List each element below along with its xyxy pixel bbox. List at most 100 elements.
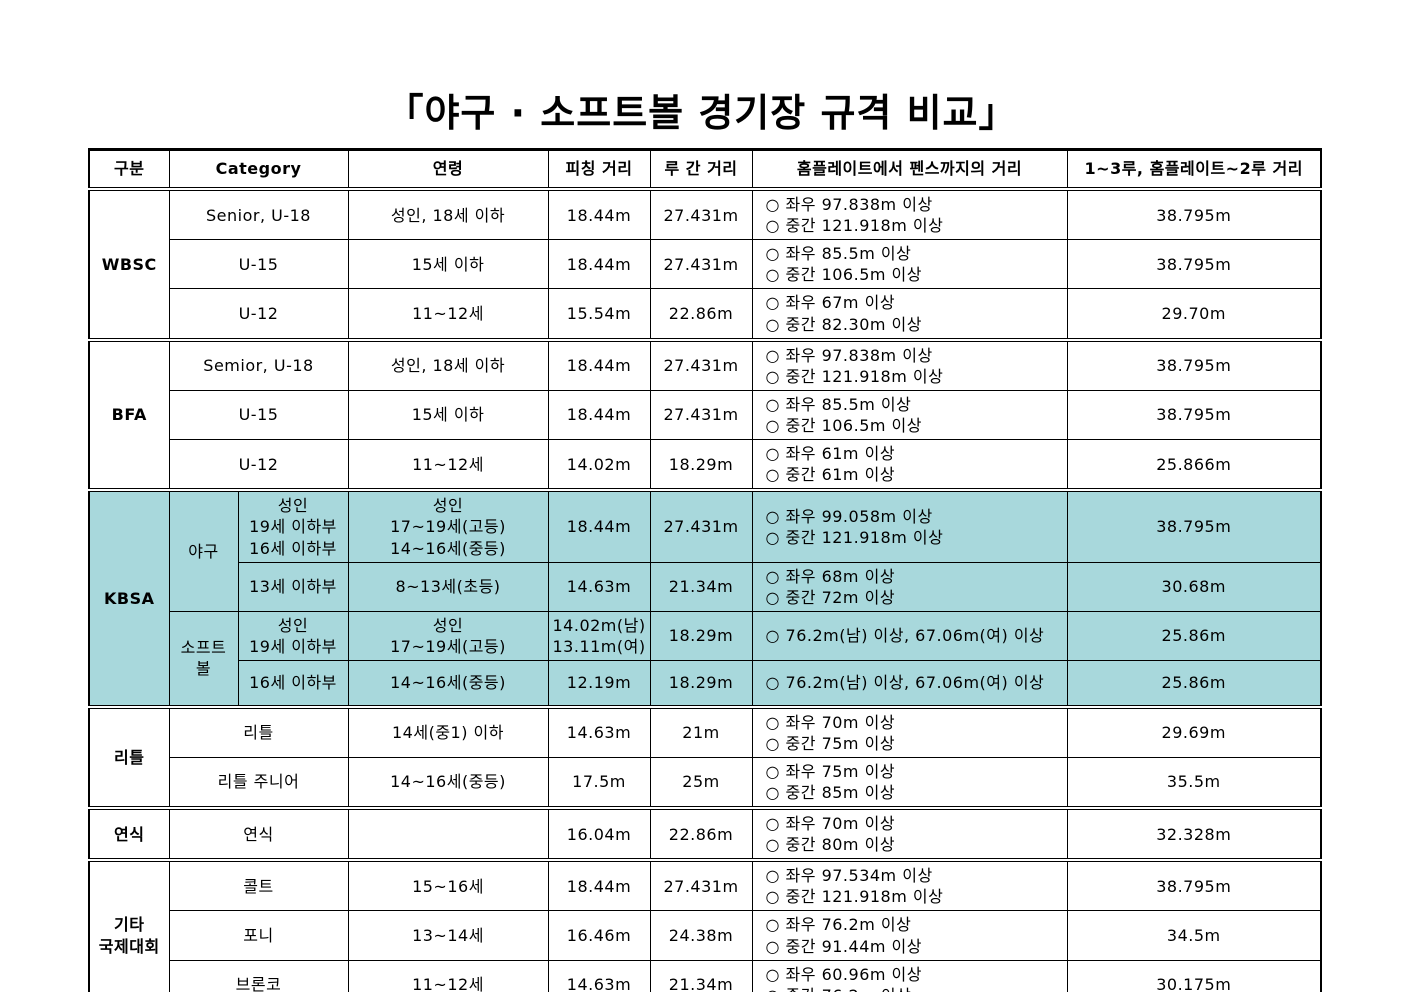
cell-dist: 30.175m — [1066, 959, 1322, 992]
cell-category: 리틀 — [168, 704, 349, 758]
table-row: 기타 국제대회 콜트 15~16세 18.44m 27.431m ○ 좌우 97… — [88, 858, 1322, 992]
cell-age: 8~13세(초등) — [347, 561, 549, 612]
cell-dist: 30.68m — [1066, 561, 1322, 612]
cell-age: 성인, 18세 이하 — [347, 337, 549, 391]
group-label-wbsc: WBSC — [88, 188, 170, 341]
cell-dist: 29.69m — [1066, 704, 1322, 758]
cell-pitch: 18.44m — [547, 337, 651, 391]
cell-pitch: 14.02m — [547, 439, 651, 491]
cell-base: 22.86m — [649, 288, 753, 341]
cell-pitch: 18.44m — [547, 188, 651, 241]
cell-pitch: 18.44m — [547, 858, 651, 912]
cell-base: 21m — [649, 704, 753, 758]
header-dist: 1~3루, 홈플레이트~2루 거리 — [1066, 149, 1322, 191]
cell-base: 18.29m — [649, 660, 753, 708]
header-pitch: 피칭 거리 — [547, 149, 651, 191]
cell-category: 연식 — [168, 806, 349, 861]
cell-dist: 32.328m — [1066, 806, 1322, 861]
cell-dist: 38.795m — [1066, 337, 1322, 391]
group-label-etc: 기타 국제대회 — [88, 858, 170, 992]
cell-base: 22.86m — [649, 806, 753, 861]
cell-division: 13세 이하부 — [237, 561, 349, 612]
cell-age: 성인 17~19세(고등) — [347, 610, 549, 662]
cell-dist: 25.86m — [1066, 610, 1322, 662]
cell-base: 21.34m — [649, 561, 753, 612]
table-row: U-12 11~12세 14.02m 18.29m ○ 좌우 61m 이상 ○ … — [89, 439, 1322, 491]
cell-base: 18.29m — [649, 439, 753, 491]
cell-pitch: 14.02m(남) 13.11m(여) — [547, 610, 651, 662]
cell-pitch: 16.46m — [547, 910, 651, 961]
cell-base: 21.34m — [649, 959, 753, 992]
cell-base: 27.431m — [649, 188, 753, 241]
cell-dist: 25.86m — [1066, 660, 1322, 708]
table-row: 리틀 주니어 14~16세(중등) 17.5m 25m ○ 좌우 75m 이상 … — [89, 756, 1322, 809]
group-label-yeonsik: 연식 — [88, 806, 170, 861]
cell-category: Senior, U-18 — [168, 188, 349, 241]
header-base: 루 간 거리 — [649, 149, 753, 191]
header-row: 구분 Category 연령 피칭 거리 루 간 거리 홈플레이트에서 펜스까지… — [88, 149, 1322, 191]
cell-age: 14세(중1) 이하 — [347, 704, 549, 758]
spec-table: 구분 Category 연령 피칭 거리 루 간 거리 홈플레이트에서 펜스까지… — [88, 148, 1322, 992]
cell-age: 13~14세 — [347, 910, 549, 961]
cell-fence: ○ 좌우 61m 이상 ○ 중간 61m 이상 — [751, 439, 1068, 491]
cell-age: 15세 이하 — [347, 389, 549, 441]
table-row: 브론코 11~12세 14.63m 21.34m ○ 좌우 60.96m 이상 … — [89, 959, 1322, 992]
table-row: WBSC Senior, U-18 성인, 18세 이하 18.44m 27.4… — [88, 188, 1322, 341]
table-row: 16세 이하부 14~16세(중등) 12.19m 18.29m ○ 76.2m… — [89, 660, 1322, 708]
cell-division: 16세 이하부 — [237, 660, 349, 708]
header-group: 구분 — [88, 149, 170, 191]
cell-category: 포니 — [168, 910, 349, 961]
cell-pitch: 18.44m — [547, 389, 651, 441]
table-row: U-15 15세 이하 18.44m 27.431m ○ 좌우 85.5m 이상… — [89, 389, 1322, 441]
cell-fence: ○ 76.2m(남) 이상, 67.06m(여) 이상 — [751, 660, 1068, 708]
cell-fence: ○ 좌우 97.534m 이상 ○ 중간 121.918m 이상 — [751, 858, 1068, 912]
table-row: 13세 이하부 8~13세(초등) 14.63m 21.34m ○ 좌우 68m… — [89, 561, 1322, 612]
cell-category: Semior, U-18 — [168, 337, 349, 391]
cell-category: U-12 — [168, 439, 349, 491]
cell-division: 성인 19세 이하부 — [237, 610, 349, 662]
cell-base: 27.431m — [649, 858, 753, 912]
cell-category: U-12 — [168, 288, 349, 341]
table-row: 연식 연식 16.04m 22.86m ○ 좌우 70m 이상 ○ 중간 80m… — [88, 806, 1322, 861]
cell-age: 11~12세 — [347, 439, 549, 491]
cell-fence: ○ 좌우 68m 이상 ○ 중간 72m 이상 — [751, 561, 1068, 612]
cell-age — [347, 806, 549, 861]
cell-category: 브론코 — [168, 959, 349, 992]
table-row: KBSA 야구 성인 19세 이하부 16세 이하부 성인 17~19세(고등)… — [88, 488, 1322, 708]
table-row: BFA Semior, U-18 성인, 18세 이하 18.44m 27.43… — [88, 337, 1322, 491]
cell-base: 27.431m — [649, 337, 753, 391]
table-row: 포니 13~14세 16.46m 24.38m ○ 좌우 76.2m 이상 ○ … — [89, 910, 1322, 961]
cell-sport-baseball: 야구 — [168, 488, 239, 612]
cell-age: 11~12세 — [347, 288, 549, 341]
page-title: 「야구 · 소프트볼 경기장 규격 비교」 — [385, 91, 1018, 135]
cell-pitch: 14.63m — [547, 704, 651, 758]
cell-pitch: 17.5m — [547, 756, 651, 809]
cell-age: 15~16세 — [347, 858, 549, 912]
cell-sport-softball: 소프트볼 — [168, 610, 239, 708]
cell-fence: ○ 좌우 97.838m 이상 ○ 중간 121.918m 이상 — [751, 188, 1068, 241]
table-row: 리틀 리틀 14세(중1) 이하 14.63m 21m ○ 좌우 70m 이상 … — [88, 704, 1322, 809]
cell-fence: ○ 좌우 99.058m 이상 ○ 중간 121.918m 이상 — [751, 488, 1068, 563]
cell-fence: ○ 좌우 67m 이상 ○ 중간 82.30m 이상 — [751, 288, 1068, 341]
cell-dist: 25.866m — [1066, 439, 1322, 491]
cell-pitch: 15.54m — [547, 288, 651, 341]
cell-dist: 38.795m — [1066, 188, 1322, 241]
cell-category: 콜트 — [168, 858, 349, 912]
cell-age: 성인 17~19세(고등) 14~16세(중등) — [347, 488, 549, 563]
header-fence: 홈플레이트에서 펜스까지의 거리 — [751, 149, 1068, 191]
cell-pitch: 14.63m — [547, 959, 651, 992]
cell-base: 25m — [649, 756, 753, 809]
cell-fence: ○ 76.2m(남) 이상, 67.06m(여) 이상 — [751, 610, 1068, 662]
cell-fence: ○ 좌우 70m 이상 ○ 중간 75m 이상 — [751, 704, 1068, 758]
cell-age: 성인, 18세 이하 — [347, 188, 549, 241]
cell-pitch: 14.63m — [547, 561, 651, 612]
cell-base: 18.29m — [649, 610, 753, 662]
cell-base: 27.431m — [649, 389, 753, 441]
cell-fence: ○ 좌우 70m 이상 ○ 중간 80m 이상 — [751, 806, 1068, 861]
cell-base: 27.431m — [649, 488, 753, 563]
cell-dist: 38.795m — [1066, 239, 1322, 290]
cell-age: 14~16세(중등) — [347, 756, 549, 809]
cell-fence: ○ 좌우 85.5m 이상 ○ 중간 106.5m 이상 — [751, 389, 1068, 441]
cell-age: 15세 이하 — [347, 239, 549, 290]
